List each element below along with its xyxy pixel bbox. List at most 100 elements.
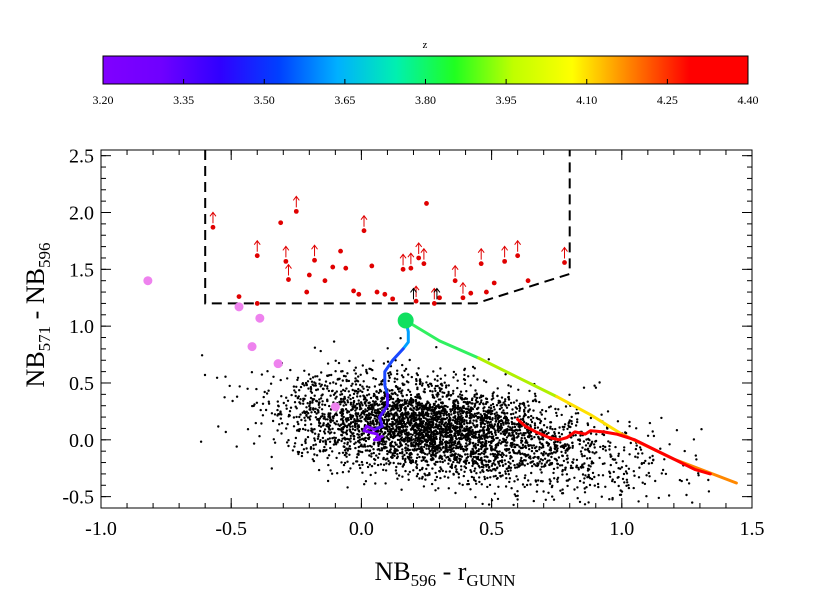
field-point bbox=[261, 402, 265, 405]
upper-limit-arrow bbox=[285, 263, 292, 276]
field-point bbox=[391, 420, 394, 424]
field-point bbox=[567, 447, 571, 450]
field-point bbox=[396, 438, 400, 442]
field-point bbox=[523, 476, 526, 480]
field-point bbox=[441, 402, 444, 405]
field-point bbox=[647, 462, 651, 465]
field-point bbox=[494, 414, 497, 418]
field-point bbox=[436, 451, 439, 454]
field-point bbox=[515, 475, 518, 478]
field-point bbox=[339, 384, 343, 387]
field-point bbox=[447, 428, 450, 431]
field-point bbox=[415, 378, 418, 381]
field-point bbox=[371, 368, 374, 372]
field-point bbox=[407, 444, 410, 447]
field-point bbox=[627, 484, 630, 487]
colorbar-tick-label: 3.35 bbox=[173, 93, 194, 107]
field-point bbox=[413, 423, 416, 426]
field-point bbox=[470, 413, 473, 416]
field-point bbox=[364, 449, 368, 452]
field-point bbox=[434, 400, 438, 403]
candidate-point bbox=[478, 261, 484, 267]
field-point bbox=[277, 405, 280, 408]
field-point bbox=[309, 447, 313, 450]
field-point bbox=[392, 417, 396, 421]
field-point bbox=[540, 413, 543, 416]
field-point bbox=[492, 391, 495, 394]
field-point bbox=[561, 470, 564, 473]
field-point bbox=[567, 425, 571, 429]
field-point bbox=[501, 430, 504, 433]
field-point bbox=[318, 429, 322, 433]
field-point bbox=[495, 450, 499, 453]
field-point bbox=[312, 459, 316, 463]
field-point bbox=[430, 412, 433, 415]
field-point bbox=[366, 445, 370, 448]
field-point bbox=[438, 456, 441, 459]
field-point bbox=[565, 473, 569, 476]
field-point bbox=[420, 445, 423, 449]
field-point bbox=[368, 412, 372, 416]
field-point bbox=[438, 444, 441, 447]
field-point bbox=[304, 423, 307, 427]
field-point bbox=[272, 375, 275, 378]
field-point bbox=[439, 414, 442, 418]
field-point bbox=[361, 415, 364, 419]
field-point bbox=[497, 462, 500, 465]
field-point bbox=[314, 407, 317, 410]
field-point bbox=[695, 458, 698, 461]
field-point bbox=[604, 445, 607, 449]
field-point bbox=[495, 446, 498, 449]
field-point bbox=[471, 422, 474, 425]
field-point bbox=[426, 431, 430, 434]
field-point bbox=[431, 441, 434, 444]
field-point bbox=[509, 462, 512, 465]
field-point bbox=[485, 415, 488, 418]
field-point bbox=[525, 439, 528, 442]
field-point bbox=[401, 426, 405, 429]
field-point bbox=[420, 384, 424, 387]
field-point bbox=[383, 391, 386, 394]
field-point bbox=[388, 389, 391, 392]
field-point bbox=[598, 456, 601, 460]
field-point bbox=[678, 478, 682, 482]
candidate-point bbox=[437, 295, 442, 301]
track-segment bbox=[372, 392, 389, 432]
field-point bbox=[413, 417, 417, 420]
field-point bbox=[533, 424, 537, 427]
field-point bbox=[617, 484, 620, 488]
field-point bbox=[346, 460, 349, 463]
field-point bbox=[648, 421, 652, 425]
field-point bbox=[457, 472, 460, 476]
field-point bbox=[463, 410, 466, 413]
field-point bbox=[572, 458, 575, 461]
field-point bbox=[426, 407, 430, 410]
red-candidates bbox=[209, 195, 568, 306]
field-point bbox=[439, 466, 442, 469]
field-point bbox=[556, 480, 559, 483]
field-point bbox=[608, 472, 612, 475]
field-point bbox=[458, 425, 462, 428]
field-point bbox=[431, 467, 434, 470]
field-point bbox=[366, 433, 370, 437]
field-point bbox=[480, 483, 483, 486]
field-point bbox=[497, 415, 500, 418]
field-point bbox=[267, 389, 270, 392]
field-point bbox=[370, 410, 374, 414]
field-point bbox=[487, 358, 490, 361]
field-point bbox=[387, 379, 390, 383]
field-point bbox=[493, 408, 496, 411]
field-point bbox=[556, 440, 559, 443]
field-point bbox=[503, 403, 507, 406]
field-point bbox=[472, 436, 475, 439]
field-point bbox=[348, 394, 352, 397]
field-point bbox=[322, 417, 325, 420]
field-point bbox=[355, 414, 358, 417]
field-point bbox=[446, 405, 449, 409]
x-label-sub1: 596 bbox=[411, 571, 437, 590]
field-point bbox=[459, 458, 462, 461]
field-point bbox=[303, 410, 306, 413]
field-point bbox=[473, 460, 476, 463]
field-point bbox=[402, 430, 405, 433]
field-point bbox=[404, 367, 408, 371]
